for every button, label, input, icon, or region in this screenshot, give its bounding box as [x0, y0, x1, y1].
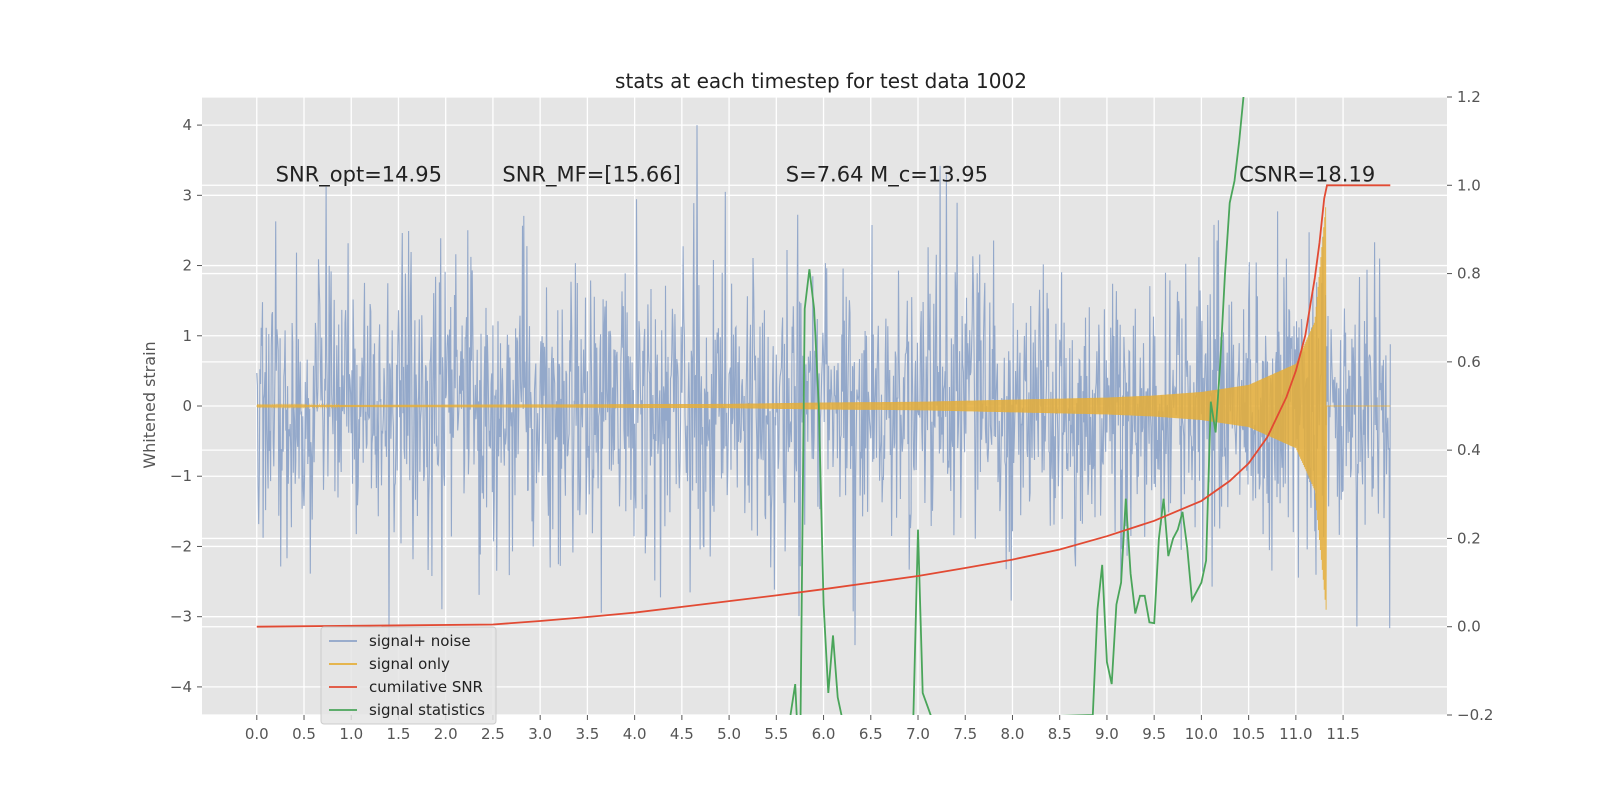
y-tick-label: 0: [182, 397, 192, 415]
annotation-text: SNR_MF=[15.66]: [502, 162, 680, 187]
y-tick-label: −1: [170, 467, 192, 485]
y2-tick-label: 0.8: [1457, 265, 1481, 283]
y-tick-label: 1: [182, 327, 192, 345]
annotation-text: SNR_opt=14.95: [276, 162, 442, 187]
y-tick-label: 4: [182, 116, 192, 134]
x-tick-label: 8.0: [1001, 725, 1025, 743]
legend: signal+ noise signal only cumilative SNR si…: [320, 626, 497, 725]
line-series: [256, 97, 1391, 715]
x-tick-label: 2.0: [434, 725, 458, 743]
x-tick-label: 2.5: [481, 725, 505, 743]
x-tick-label: 7.0: [906, 725, 930, 743]
legend-label: signal statistics: [369, 701, 485, 719]
y-tick-label: −2: [170, 537, 192, 555]
x-tick-label: 4.0: [623, 725, 647, 743]
signal-only-line: [256, 207, 1391, 610]
annotation-text: S=7.64 M_c=13.95: [786, 162, 988, 187]
y2-tick-label: 0.6: [1457, 353, 1481, 371]
x-tick-label: 9.0: [1095, 725, 1119, 743]
y-axis-label: Whitened strain: [140, 341, 159, 468]
x-tick-label: 0.5: [292, 725, 316, 743]
axes: 0.0 0.5 1.0 1.5 2.0 2.5 3.0 3.5 4.0 4.5 5.0 5.5 6.0 6…: [170, 88, 1494, 743]
x-tick-label: 1.5: [387, 725, 411, 743]
x-tick-label: 3.5: [575, 725, 599, 743]
y-tick-label: 2: [182, 257, 192, 275]
x-tick-label: 6.5: [859, 725, 883, 743]
x-tick-label: 10.0: [1185, 725, 1218, 743]
y2-tick-label: 1.0: [1457, 176, 1481, 194]
legend-label: signal only: [369, 655, 450, 673]
y-tick-label: −3: [170, 608, 192, 626]
y2-tick-label: 0.2: [1457, 529, 1481, 547]
y-tick-label: 3: [182, 186, 192, 204]
y2-tick-label: −0.2: [1457, 706, 1493, 724]
chart-title: stats at each timestep for test data 100…: [615, 69, 1027, 93]
x-tick-label: 11.5: [1326, 725, 1359, 743]
legend-label: signal+ noise: [369, 632, 471, 650]
y2-tick-label: 0.4: [1457, 441, 1481, 459]
x-tick-label: 3.0: [528, 725, 552, 743]
annotation-text: CSNR=18.19: [1239, 162, 1375, 186]
signal-only-series: [256, 207, 1391, 610]
legend-box: [320, 626, 497, 725]
x-tick-label: 4.5: [670, 725, 694, 743]
x-tick-label: 10.5: [1232, 725, 1265, 743]
x-tick-label: 9.5: [1142, 725, 1166, 743]
y-tick-label: −4: [170, 678, 192, 696]
y2-tick-label: 0.0: [1457, 618, 1481, 636]
x-tick-label: 6.0: [812, 725, 836, 743]
x-tick-label: 0.0: [245, 725, 269, 743]
annotations: SNR_opt=14.95 SNR_MF=[15.66] S=7.64 M_c=13…: [276, 162, 1376, 187]
x-tick-label: 8.5: [1048, 725, 1072, 743]
x-tick-label: 1.0: [339, 725, 363, 743]
legend-label: cumilative SNR: [369, 678, 483, 696]
x-tick-label: 5.5: [764, 725, 788, 743]
y2-tick-label: 1.2: [1457, 88, 1481, 106]
x-tick-label: 5.0: [717, 725, 741, 743]
signal-statistics-line: [789, 97, 1245, 715]
x-tick-label: 7.5: [953, 725, 977, 743]
x-tick-label: 11.0: [1279, 725, 1312, 743]
cumulative-snr-line: [256, 184, 1391, 628]
